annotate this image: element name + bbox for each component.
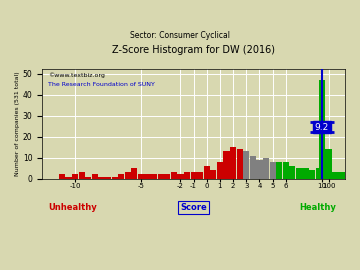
Bar (283, 162, 289, 179)
Bar (72, 174, 78, 179)
Bar (138, 174, 144, 179)
Bar (325, 149, 332, 179)
Bar (276, 162, 282, 179)
Bar (204, 166, 210, 179)
Text: Healthy: Healthy (299, 203, 336, 212)
Bar (197, 172, 203, 179)
Bar (224, 151, 230, 179)
Bar (131, 168, 138, 179)
Bar (66, 177, 72, 179)
Bar (256, 160, 262, 179)
Bar (302, 168, 309, 179)
Bar (105, 177, 111, 179)
Bar (125, 172, 131, 179)
Text: The Research Foundation of SUNY: The Research Foundation of SUNY (48, 82, 155, 87)
Bar (158, 174, 164, 179)
Bar (342, 172, 348, 179)
Bar (270, 162, 276, 179)
Bar (144, 174, 150, 179)
Text: Sector: Consumer Cyclical: Sector: Consumer Cyclical (130, 31, 230, 40)
Bar (217, 162, 223, 179)
Bar (171, 172, 177, 179)
Bar (210, 170, 216, 179)
Bar (335, 172, 342, 179)
Bar (118, 174, 124, 179)
Text: Score: Score (180, 203, 207, 212)
Bar (85, 177, 91, 179)
Bar (329, 172, 335, 179)
Bar (250, 156, 256, 179)
Bar (59, 174, 65, 179)
Bar (164, 174, 170, 179)
Text: ©www.textbiz.org: ©www.textbiz.org (48, 73, 105, 78)
Bar (319, 80, 325, 179)
Bar (296, 168, 302, 179)
Bar (322, 170, 328, 179)
Bar (78, 172, 85, 179)
Bar (237, 149, 243, 179)
Bar (230, 147, 236, 179)
Bar (289, 166, 296, 179)
Bar (177, 174, 184, 179)
Bar (190, 172, 197, 179)
Bar (243, 151, 249, 179)
Title: Z-Score Histogram for DW (2016): Z-Score Histogram for DW (2016) (112, 45, 275, 55)
Bar (98, 177, 104, 179)
Bar (184, 172, 190, 179)
Text: 9.2: 9.2 (315, 123, 329, 132)
Bar (263, 158, 269, 179)
Text: Unhealthy: Unhealthy (48, 203, 97, 212)
Y-axis label: Number of companies (531 total): Number of companies (531 total) (15, 72, 20, 176)
Bar (112, 177, 118, 179)
Bar (316, 168, 322, 179)
Bar (92, 174, 98, 179)
Bar (151, 174, 157, 179)
Bar (309, 170, 315, 179)
